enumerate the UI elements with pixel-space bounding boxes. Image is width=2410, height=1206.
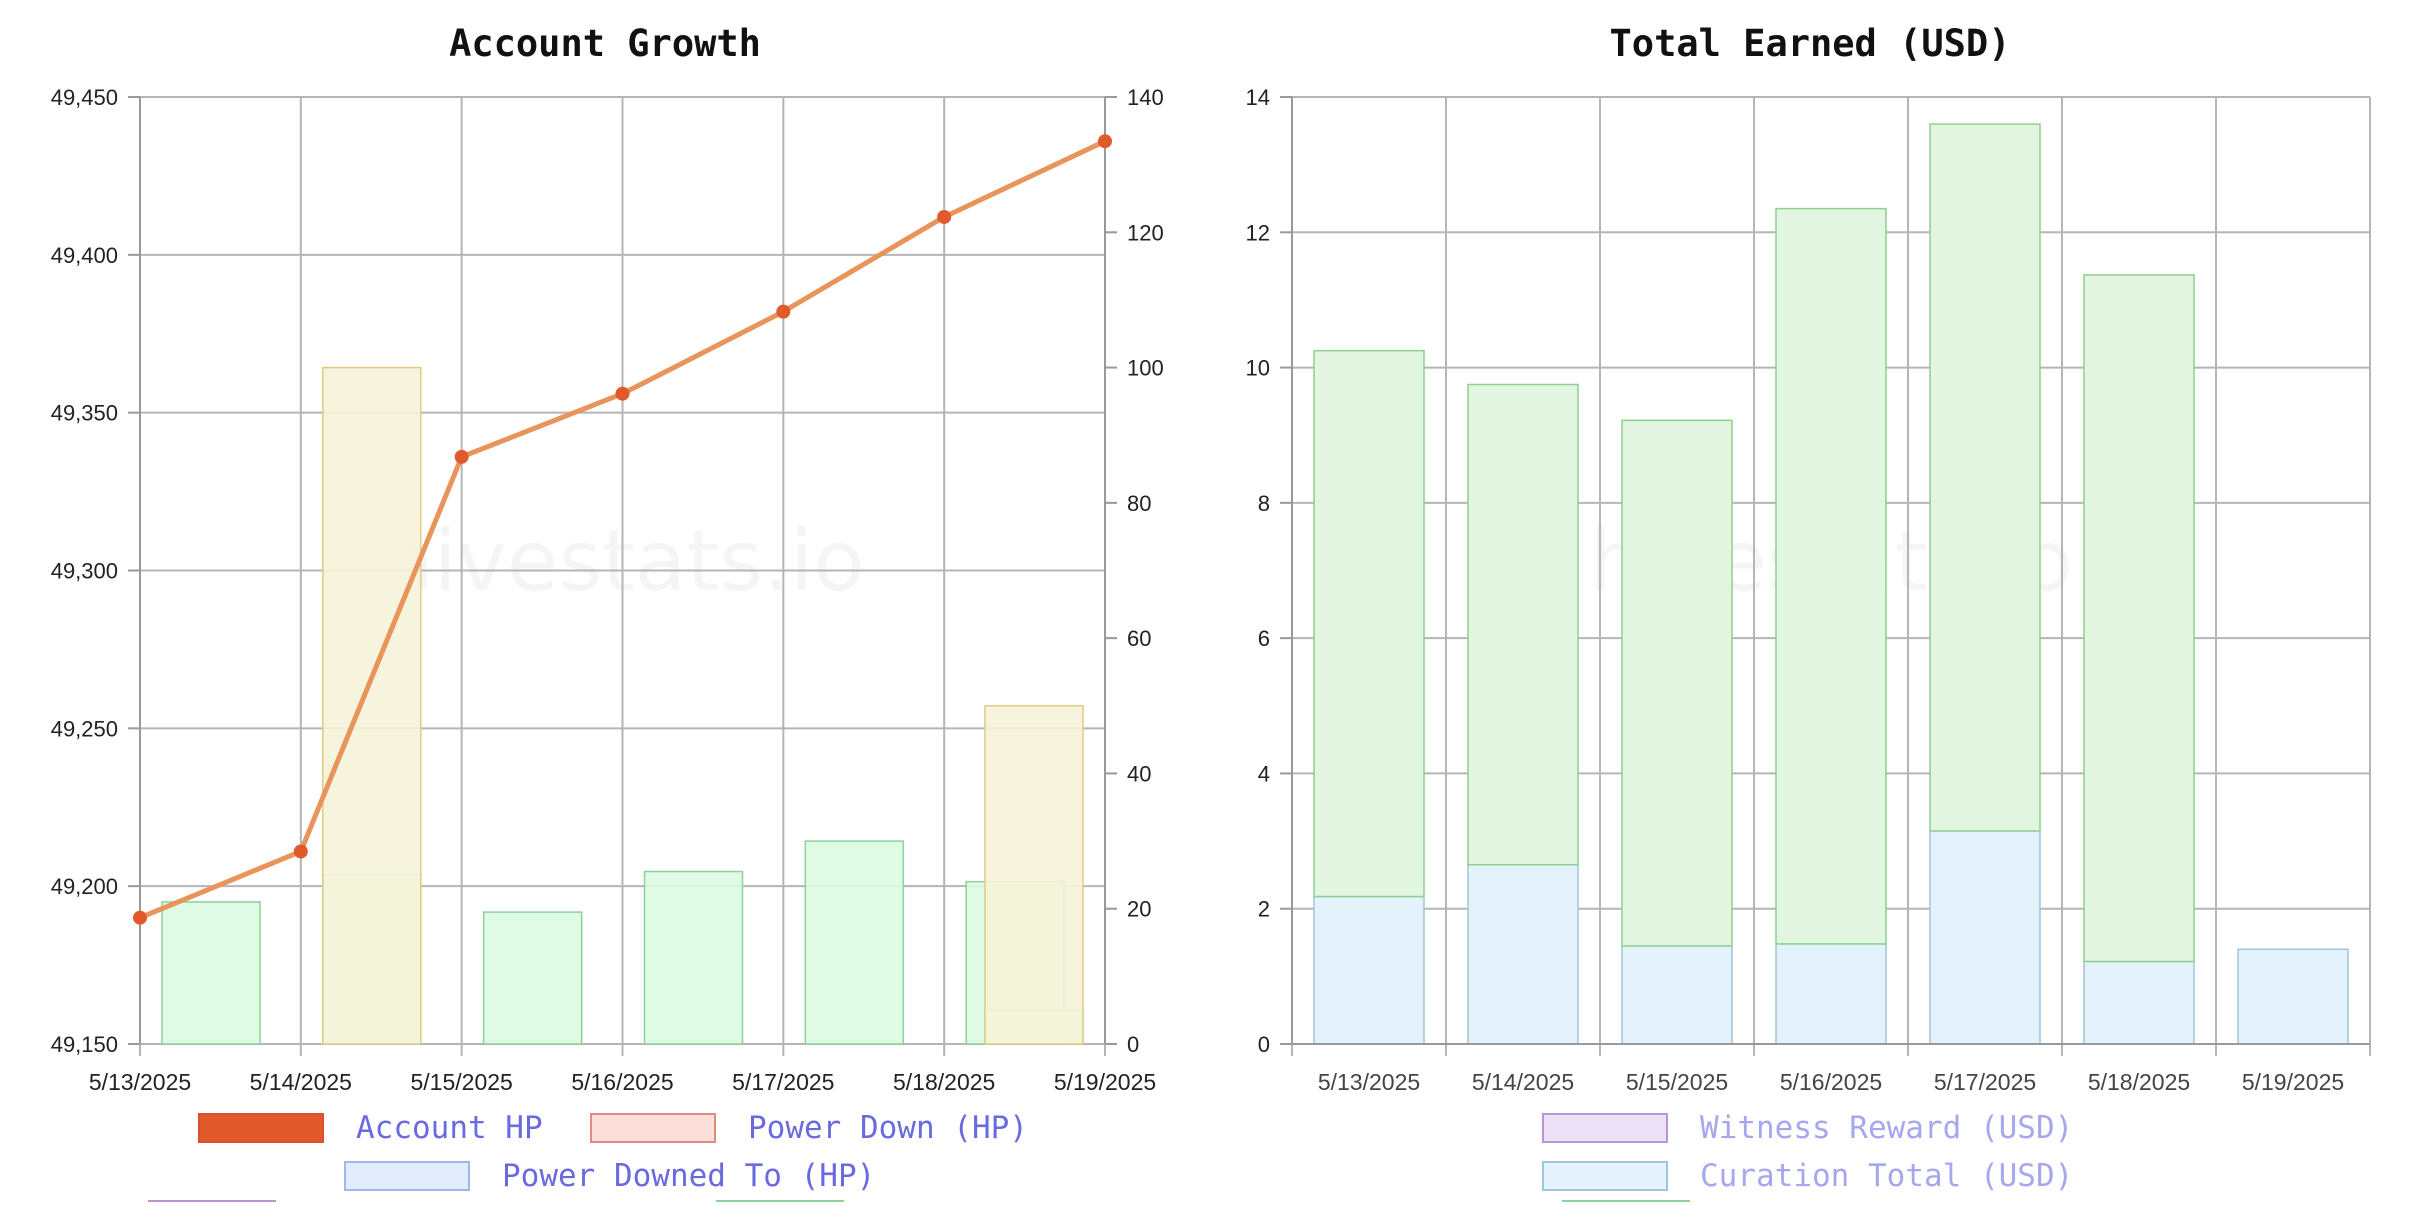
x-tick-label: 5/16/2025 xyxy=(571,1069,673,1095)
x-tick-label: 5/19/2025 xyxy=(1054,1069,1156,1095)
stacked-bar-segment xyxy=(1929,123,2041,832)
bar xyxy=(984,705,1084,1045)
legend-curation-total[interactable]: Curation Total (USD) xyxy=(1542,1158,2073,1194)
account-hp-point xyxy=(1098,134,1112,149)
stacked-bar-segment xyxy=(1467,863,1579,1045)
total-earned-chart: hivestats.io024681012145/13/20255/14/202… xyxy=(1246,85,2371,1095)
x-tick-label: 5/19/2025 xyxy=(2242,1069,2344,1095)
stacked-bar-segment xyxy=(1467,383,1579,866)
account-hp-point xyxy=(133,910,147,925)
account-hp-point xyxy=(293,844,308,859)
legend-label: Curation Total (USD) xyxy=(1700,1158,2074,1194)
legend-witness-reward[interactable]: Witness Reward (USD) xyxy=(1542,1110,2073,1146)
bar xyxy=(322,366,422,1045)
y-left-tick-label: 49,400 xyxy=(51,243,118,268)
y-tick-label: 0 xyxy=(1258,1032,1270,1057)
y-tick-label: 10 xyxy=(1246,356,1270,381)
legend-swatch-partial xyxy=(148,1200,276,1206)
chart-title: Total Earned (USD) xyxy=(1609,22,2011,65)
total-earned-panel: Total Earned (USD) hivestats.io024681012… xyxy=(1210,0,2410,1206)
y-right-tick-label: 140 xyxy=(1127,85,1164,110)
stacked-bar-segment xyxy=(1313,895,1425,1045)
x-tick-label: 5/13/2025 xyxy=(1318,1069,1420,1095)
account-hp-point xyxy=(454,449,469,464)
legend-swatch xyxy=(1542,1161,1668,1191)
y-tick-label: 14 xyxy=(1246,85,1270,110)
legend-label: Power Downed To (HP) xyxy=(502,1158,876,1194)
legend-swatch-partial xyxy=(1562,1200,1690,1206)
x-tick-label: 5/18/2025 xyxy=(893,1069,995,1095)
y-tick-label: 4 xyxy=(1258,761,1270,786)
chart-title: Account Growth xyxy=(449,22,761,65)
x-tick-label: 5/17/2025 xyxy=(1934,1069,2036,1095)
legend-swatch xyxy=(344,1161,470,1191)
x-tick-label: 5/18/2025 xyxy=(2088,1069,2190,1095)
account-hp-point xyxy=(615,386,630,401)
bar xyxy=(161,901,261,1045)
y-tick-label: 12 xyxy=(1246,220,1270,245)
y-right-tick-label: 40 xyxy=(1127,761,1151,786)
bar xyxy=(643,870,744,1045)
x-tick-label: 5/17/2025 xyxy=(732,1069,834,1095)
x-tick-label: 5/16/2025 xyxy=(1780,1069,1882,1095)
bar xyxy=(804,840,905,1045)
y-right-tick-label: 80 xyxy=(1127,491,1151,516)
bar xyxy=(482,911,583,1045)
stacked-bar-segment xyxy=(1621,419,1733,947)
x-tick-label: 5/14/2025 xyxy=(1472,1069,1574,1095)
y-left-tick-label: 49,450 xyxy=(51,85,118,110)
y-right-tick-label: 20 xyxy=(1127,897,1151,922)
stacked-bar-segment xyxy=(1775,207,1887,945)
stacked-bar-segment xyxy=(1313,349,1425,898)
legend-label: Account HP xyxy=(356,1110,543,1146)
y-right-tick-label: 120 xyxy=(1127,220,1164,245)
legend-swatch xyxy=(198,1113,324,1143)
y-left-tick-label: 49,250 xyxy=(51,716,118,741)
stacked-bar-segment xyxy=(1621,945,1733,1045)
y-tick-label: 8 xyxy=(1258,491,1270,516)
legend-label: Witness Reward (USD) xyxy=(1700,1110,2074,1146)
legend-swatch xyxy=(1542,1113,1668,1143)
y-left-tick-label: 49,350 xyxy=(51,401,118,426)
y-left-tick-label: 49,150 xyxy=(51,1032,118,1057)
legend-swatch-partial xyxy=(716,1200,844,1206)
x-tick-label: 5/14/2025 xyxy=(250,1069,352,1095)
y-left-tick-label: 49,200 xyxy=(51,874,118,899)
account-hp-point xyxy=(776,304,791,319)
stacked-bar-segment xyxy=(2237,948,2349,1045)
x-tick-label: 5/15/2025 xyxy=(1626,1069,1728,1095)
y-right-tick-label: 60 xyxy=(1127,626,1151,651)
legend-swatch xyxy=(590,1113,716,1143)
account-growth-panel: Account Growth hivestats.io49,15049,2004… xyxy=(51,22,1164,1206)
y-right-tick-label: 0 xyxy=(1127,1032,1139,1057)
legend-power-down[interactable]: Power Down (HP) xyxy=(590,1110,1028,1146)
legend-label: Power Down (HP) xyxy=(748,1110,1028,1146)
account-hp-point xyxy=(937,209,952,224)
y-right-tick-label: 100 xyxy=(1127,356,1164,381)
stacked-bar-segment xyxy=(2083,274,2195,963)
stacked-bar-segment xyxy=(1929,830,2041,1045)
stacked-bar-segment xyxy=(1775,943,1887,1045)
x-tick-label: 5/13/2025 xyxy=(89,1069,191,1095)
legend-account-hp[interactable]: Account HP xyxy=(198,1110,543,1146)
y-tick-label: 2 xyxy=(1258,897,1270,922)
stacked-bar-segment xyxy=(2083,960,2195,1045)
legend-power-downed-to[interactable]: Power Downed To (HP) xyxy=(344,1158,875,1194)
y-tick-label: 6 xyxy=(1258,626,1270,651)
account-growth-chart: hivestats.io49,15049,20049,25049,30049,3… xyxy=(51,85,1164,1095)
x-tick-label: 5/15/2025 xyxy=(411,1069,513,1095)
y-left-tick-label: 49,300 xyxy=(51,559,118,584)
